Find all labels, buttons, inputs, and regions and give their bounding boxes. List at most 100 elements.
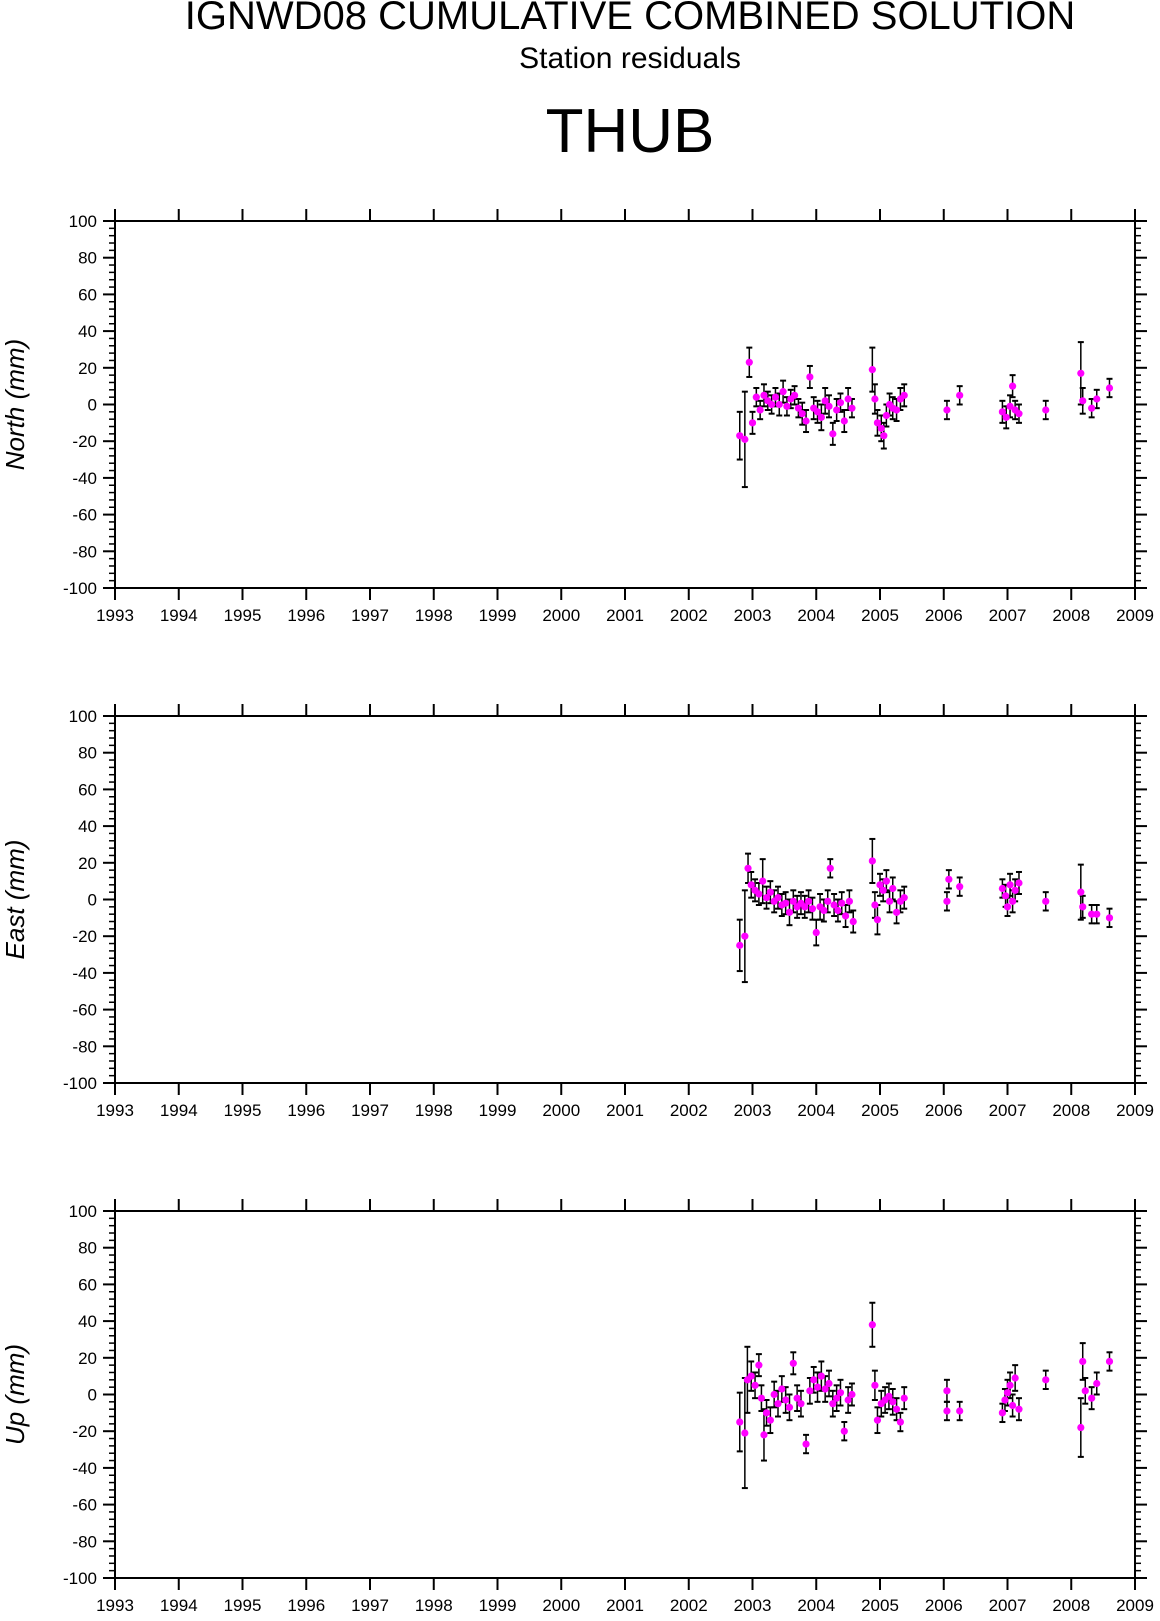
x-tick-label: 1996 (287, 1101, 325, 1120)
y-tick-label: -40 (72, 469, 97, 488)
x-tick-label: 2006 (925, 606, 963, 625)
data-point (1077, 888, 1085, 896)
data-point (880, 432, 888, 440)
y-tick-label: -100 (63, 579, 97, 598)
y-tick-label: -40 (72, 964, 97, 983)
data-point (885, 897, 894, 905)
data-point (813, 1383, 822, 1391)
chart-title: IGNWD08 CUMULATIVE COMBINED SOLUTION (184, 0, 1076, 38)
panel-1: 1993 1994 1995 1996 1997 1998 1999 2000 2001 2002… (0, 704, 1154, 1120)
x-tick-label: 1997 (351, 606, 389, 625)
x-tick-label: 2007 (989, 1596, 1027, 1615)
data-point (1093, 910, 1101, 918)
data-point (1011, 1374, 1019, 1382)
data-point (833, 406, 841, 414)
x-tick-label: 2001 (606, 1101, 644, 1120)
data-point (1105, 914, 1114, 922)
y-tick-label: 0 (88, 396, 97, 415)
x-tick-label: 1998 (415, 1101, 453, 1120)
data-point (873, 1416, 882, 1424)
data-point (825, 402, 833, 410)
data-point (1042, 897, 1050, 905)
data-point (868, 857, 876, 865)
data-point (1002, 413, 1010, 421)
data-point (849, 917, 857, 926)
data-point (793, 1394, 801, 1402)
data-point (1079, 397, 1087, 405)
data-point (751, 1381, 759, 1389)
data-point (779, 388, 787, 396)
data-point (741, 932, 749, 940)
data-point (790, 391, 799, 399)
data-point (882, 877, 890, 885)
y-tick-label: -20 (72, 927, 97, 946)
data-point (817, 1372, 825, 1380)
data-point (782, 899, 790, 907)
data-point (841, 912, 850, 920)
data-point (885, 1392, 893, 1400)
data-point (1088, 1394, 1096, 1402)
data-point (789, 897, 797, 905)
data-point (1093, 395, 1101, 403)
data-point (801, 903, 809, 911)
y-tick-label: 80 (78, 744, 97, 763)
x-tick-label: 1995 (224, 606, 262, 625)
x-tick-label: 1994 (160, 1101, 198, 1120)
plot-frame (114, 715, 1136, 1084)
y-tick-label: -100 (63, 1569, 97, 1588)
x-tick-label: 1993 (96, 1101, 134, 1120)
y-tick-label: 60 (78, 1275, 97, 1294)
data-point (736, 432, 744, 440)
data-point (785, 1403, 794, 1411)
data-point (821, 397, 829, 405)
y-tick-label: 80 (78, 1239, 97, 1258)
y-tick-label: -80 (72, 542, 97, 561)
y-tick-label: -20 (72, 1422, 97, 1441)
data-point (1009, 382, 1017, 390)
chart-subtitle: Station residuals (519, 42, 741, 75)
data-point (760, 1431, 768, 1439)
x-tick-label: 2004 (797, 606, 835, 625)
x-tick-label: 2007 (989, 1101, 1027, 1120)
data-point (745, 358, 753, 366)
panel-2: 1993 1994 1995 1996 1997 1998 1999 2000 2001 2002… (0, 1199, 1154, 1615)
data-point (845, 897, 854, 905)
data-point (760, 391, 768, 399)
data-point (840, 1427, 848, 1435)
y-tick-label: 40 (78, 817, 97, 836)
data-point (943, 1387, 951, 1395)
data-point (755, 1361, 763, 1369)
x-tick-label: 2004 (797, 1596, 835, 1615)
x-tick-label: 2009 (1116, 1101, 1154, 1120)
data-point (879, 886, 887, 894)
x-tick-label: 1996 (287, 1596, 325, 1615)
data-point (806, 1387, 814, 1395)
data-point (797, 1400, 805, 1408)
y-tick-label: -60 (72, 506, 97, 525)
data-point (1001, 1396, 1009, 1404)
x-tick-label: 1998 (415, 606, 453, 625)
data-point (1042, 1376, 1050, 1384)
data-point (871, 901, 879, 909)
data-point (1105, 384, 1114, 392)
data-point (956, 391, 964, 399)
data-point (775, 400, 783, 409)
data-point (1088, 910, 1096, 918)
y-tick-label: 60 (78, 285, 97, 304)
x-tick-label: 2005 (861, 1596, 899, 1615)
data-point (736, 1418, 744, 1426)
data-point (771, 393, 780, 401)
x-tick-label: 2001 (606, 1596, 644, 1615)
data-point (813, 408, 822, 416)
data-point (1001, 892, 1010, 900)
y-axis-label: Up (mm) (0, 1344, 30, 1445)
station-name: THUB (545, 97, 715, 166)
y-tick-label: 80 (78, 249, 97, 268)
y-axis-label: East (mm) (0, 840, 30, 960)
y-tick-label: -80 (72, 1037, 97, 1056)
x-tick-label: 1994 (160, 606, 198, 625)
x-tick-label: 1999 (479, 1596, 517, 1615)
y-tick-label: 100 (69, 1202, 97, 1221)
data-point (943, 1407, 951, 1415)
